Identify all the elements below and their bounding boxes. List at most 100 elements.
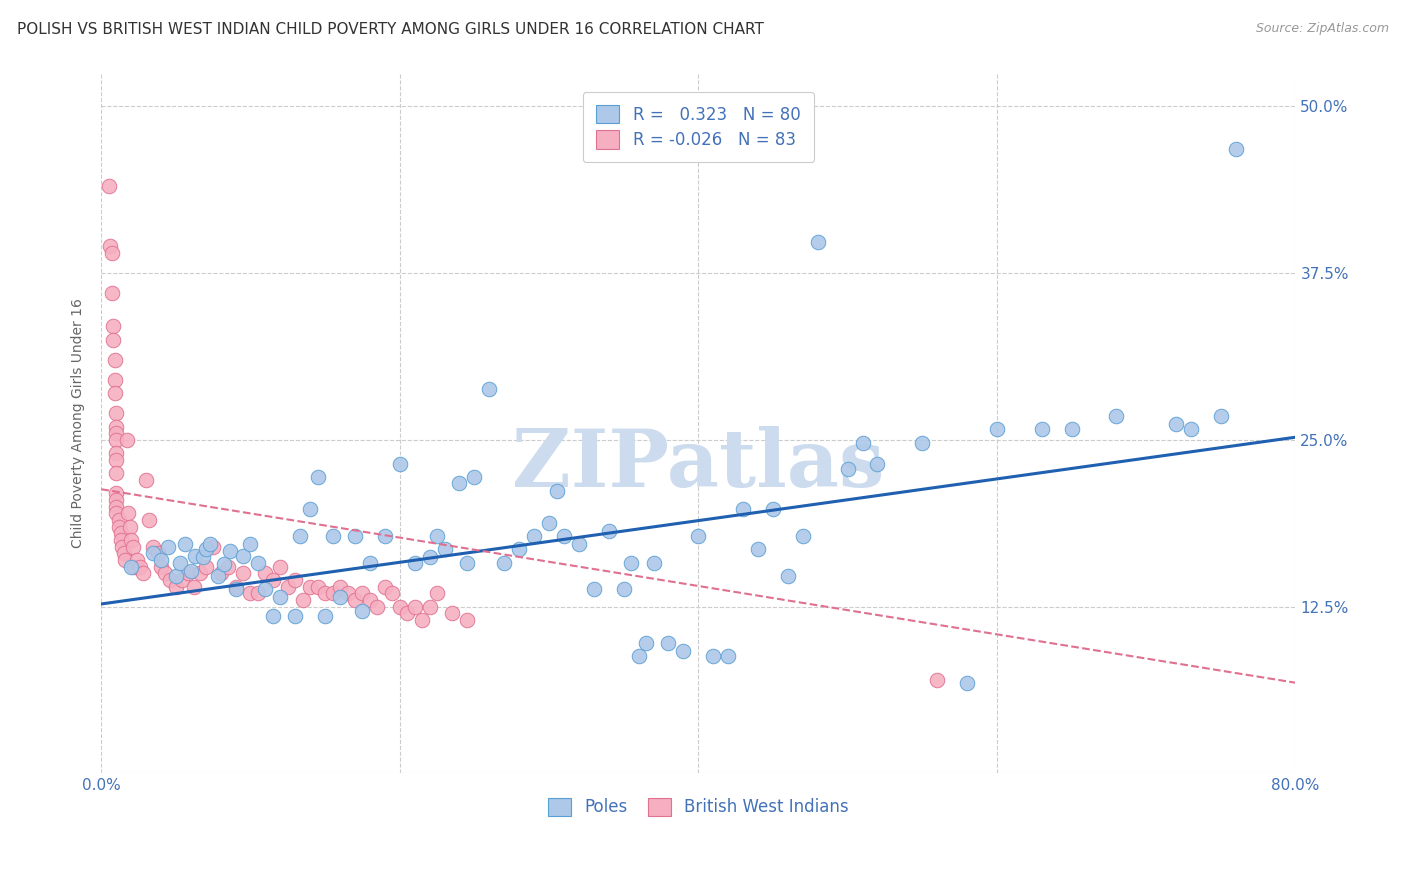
Point [374, 529, 396, 543]
Point [218, 543, 240, 558]
Point [388, 457, 411, 471]
Point [396, 607, 419, 621]
Point [217, 559, 239, 574]
Point [146, 546, 169, 560]
Point [702, 648, 724, 663]
Point [336, 586, 359, 600]
Point [494, 556, 516, 570]
Point [613, 582, 636, 597]
Point [101, 333, 124, 347]
Text: ZIPatlas: ZIPatlas [512, 426, 884, 504]
Point [101, 319, 124, 334]
Point [284, 573, 307, 587]
Point [463, 470, 485, 484]
Point [142, 546, 165, 560]
Point [1060, 422, 1083, 436]
Point [104, 352, 127, 367]
Point [105, 492, 128, 507]
Point [212, 557, 235, 571]
Point [851, 435, 873, 450]
Point [582, 582, 605, 597]
Point [105, 500, 128, 514]
Point [381, 586, 404, 600]
Point [194, 559, 217, 574]
Point [188, 566, 211, 581]
Point [419, 599, 441, 614]
Point [173, 537, 195, 551]
Point [138, 513, 160, 527]
Point [115, 433, 138, 447]
Point [359, 556, 381, 570]
Point [733, 502, 755, 516]
Point [747, 542, 769, 557]
Point [165, 569, 187, 583]
Point [105, 419, 128, 434]
Point [426, 586, 449, 600]
Point [165, 580, 187, 594]
Point [110, 533, 132, 547]
Point [135, 473, 157, 487]
Point [104, 373, 127, 387]
Point [288, 529, 311, 543]
Point [1209, 409, 1232, 423]
Point [352, 586, 374, 600]
Point [433, 542, 456, 557]
Point [225, 580, 247, 594]
Point [343, 593, 366, 607]
Point [98, 239, 121, 253]
Point [762, 502, 785, 516]
Point [125, 553, 148, 567]
Point [118, 519, 141, 533]
Point [108, 513, 131, 527]
Point [105, 453, 128, 467]
Point [191, 550, 214, 565]
Point [122, 559, 145, 574]
Point [508, 542, 530, 557]
Point [269, 591, 291, 605]
Point [129, 559, 152, 574]
Point [105, 506, 128, 520]
Point [956, 675, 979, 690]
Point [329, 591, 352, 605]
Point [456, 613, 478, 627]
Y-axis label: Child Poverty Among Girls Under 16: Child Poverty Among Girls Under 16 [72, 298, 86, 549]
Point [620, 556, 643, 570]
Point [149, 553, 172, 567]
Point [374, 580, 396, 594]
Point [105, 406, 128, 420]
Text: Source: ZipAtlas.com: Source: ZipAtlas.com [1256, 22, 1389, 36]
Point [627, 648, 650, 663]
Point [269, 559, 291, 574]
Point [807, 235, 830, 250]
Point [104, 386, 127, 401]
Point [169, 556, 191, 570]
Point [717, 648, 740, 663]
Legend: Poles, British West Indians: Poles, British West Indians [540, 789, 858, 824]
Point [329, 580, 352, 594]
Point [108, 519, 131, 533]
Point [246, 556, 269, 570]
Point [1225, 142, 1247, 156]
Text: POLISH VS BRITISH WEST INDIAN CHILD POVERTY AMONG GIRLS UNDER 16 CORRELATION CHA: POLISH VS BRITISH WEST INDIAN CHILD POVE… [17, 22, 763, 37]
Point [776, 569, 799, 583]
Point [440, 607, 463, 621]
Point [184, 549, 207, 563]
Point [262, 573, 284, 587]
Point [121, 540, 143, 554]
Point [553, 529, 575, 543]
Point [1031, 422, 1053, 436]
Point [105, 446, 128, 460]
Point [343, 529, 366, 543]
Point [225, 582, 247, 597]
Point [688, 529, 710, 543]
Point [207, 569, 229, 583]
Point [105, 467, 128, 481]
Point [314, 609, 336, 624]
Point [97, 179, 120, 194]
Point [155, 566, 177, 581]
Point [157, 540, 180, 554]
Point [284, 609, 307, 624]
Point [426, 529, 449, 543]
Point [986, 422, 1008, 436]
Point [322, 586, 344, 600]
